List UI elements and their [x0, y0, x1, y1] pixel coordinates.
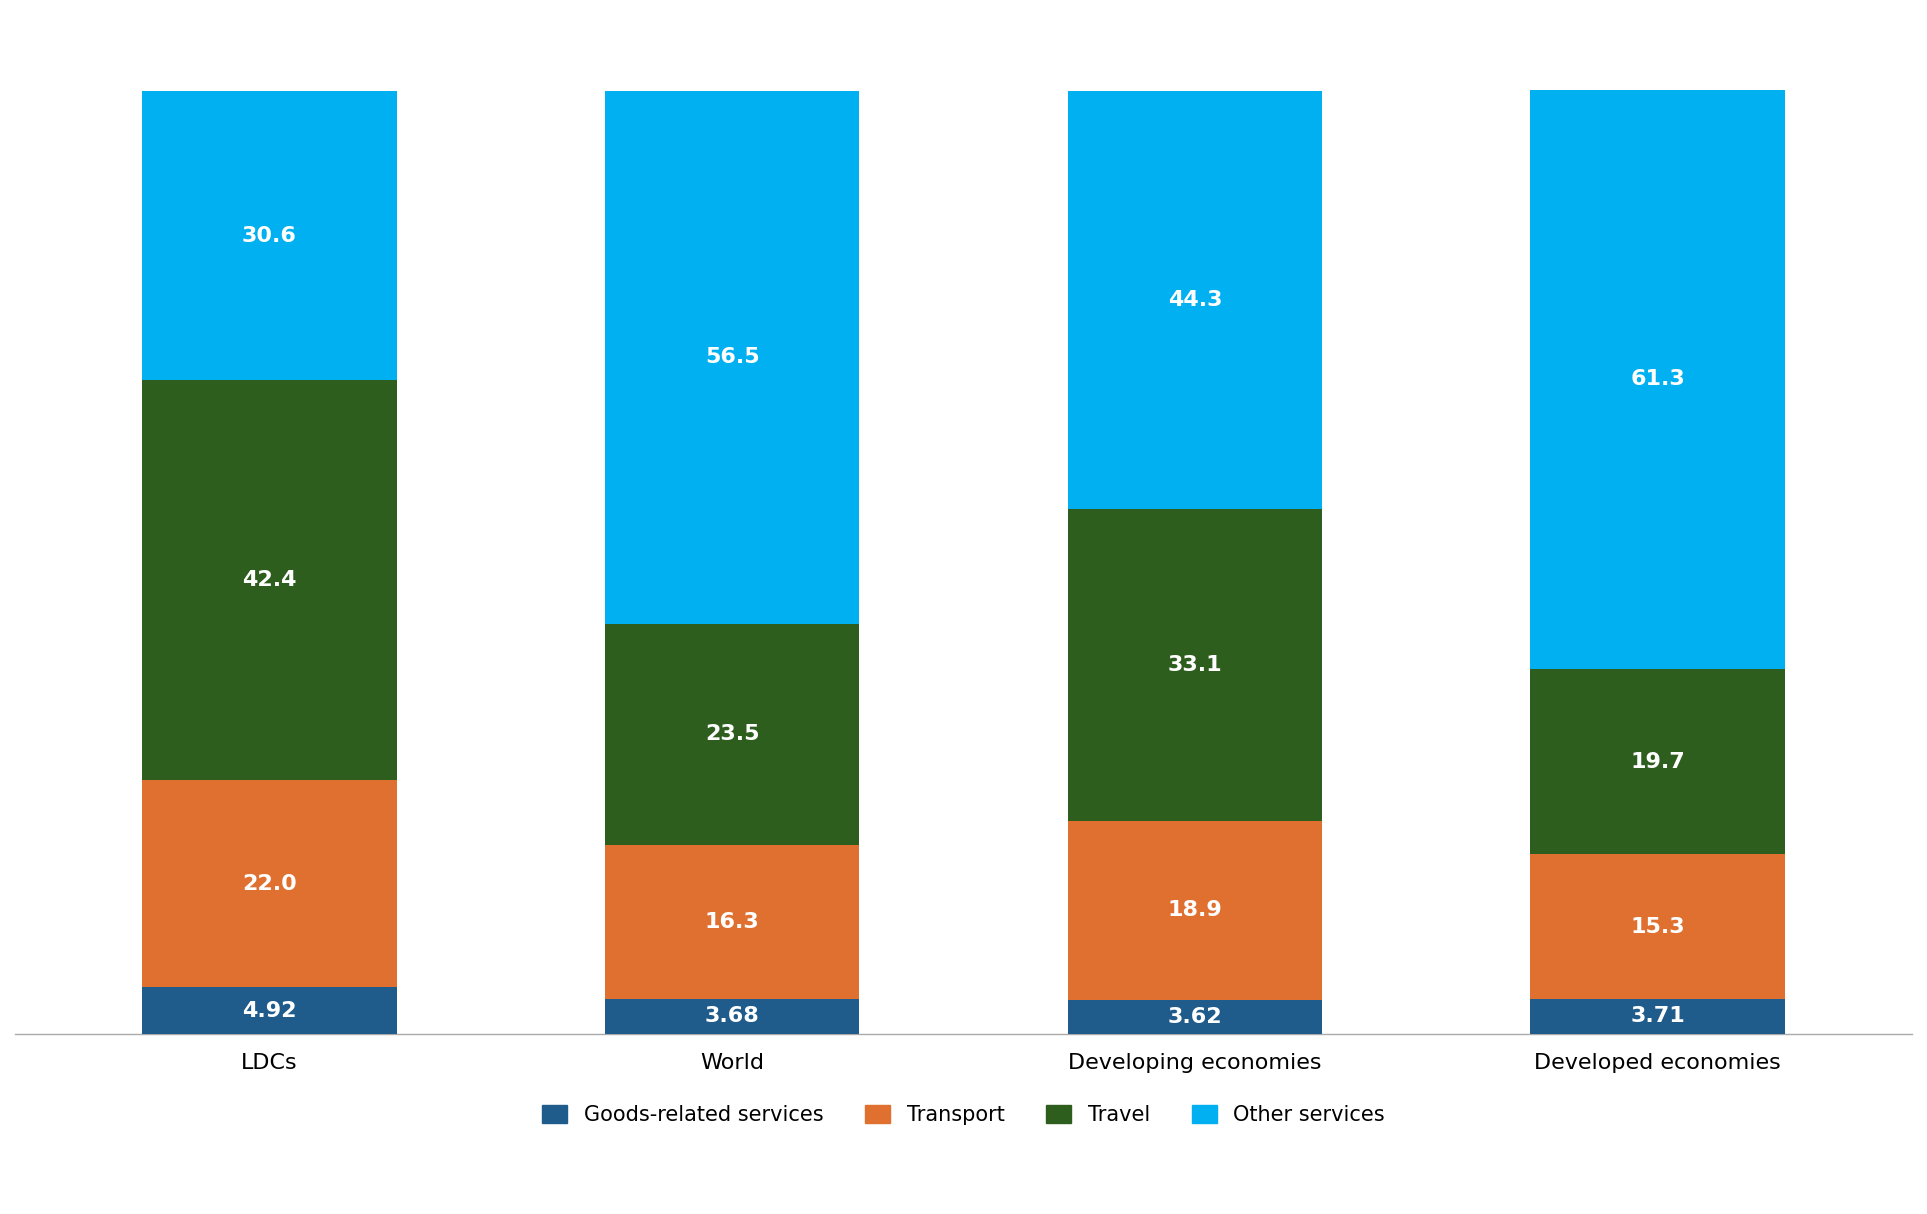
Bar [1530, 999, 1784, 1034]
Bar [1068, 822, 1322, 999]
Text: 61.3: 61.3 [1630, 369, 1684, 390]
Text: 19.7: 19.7 [1630, 751, 1684, 772]
Text: 16.3: 16.3 [705, 912, 759, 932]
Bar [143, 779, 397, 987]
Text: 3.62: 3.62 [1168, 1006, 1222, 1027]
Text: 44.3: 44.3 [1168, 290, 1222, 310]
Text: 18.9: 18.9 [1168, 901, 1222, 920]
Bar [1530, 669, 1784, 855]
Bar [1068, 999, 1322, 1034]
Text: 56.5: 56.5 [705, 347, 759, 367]
Bar [143, 987, 397, 1034]
Bar [605, 91, 859, 624]
Text: 30.6: 30.6 [243, 226, 297, 245]
Text: 42.4: 42.4 [243, 569, 297, 590]
Text: 3.68: 3.68 [705, 1006, 759, 1026]
Text: 33.1: 33.1 [1168, 656, 1222, 675]
Bar [1068, 91, 1322, 509]
Bar [143, 380, 397, 779]
Bar [143, 91, 397, 380]
Bar [1530, 855, 1784, 999]
Bar [605, 845, 859, 999]
Text: 23.5: 23.5 [705, 725, 759, 744]
Bar [605, 624, 859, 845]
Text: 3.71: 3.71 [1630, 1006, 1684, 1026]
Text: 4.92: 4.92 [243, 1000, 297, 1021]
Text: 15.3: 15.3 [1630, 917, 1684, 936]
Bar [1068, 509, 1322, 822]
Text: 22.0: 22.0 [243, 874, 297, 894]
Bar [605, 999, 859, 1034]
Legend: Goods-related services, Transport, Travel, Other services: Goods-related services, Transport, Trave… [532, 1094, 1395, 1135]
Bar [1530, 90, 1784, 669]
